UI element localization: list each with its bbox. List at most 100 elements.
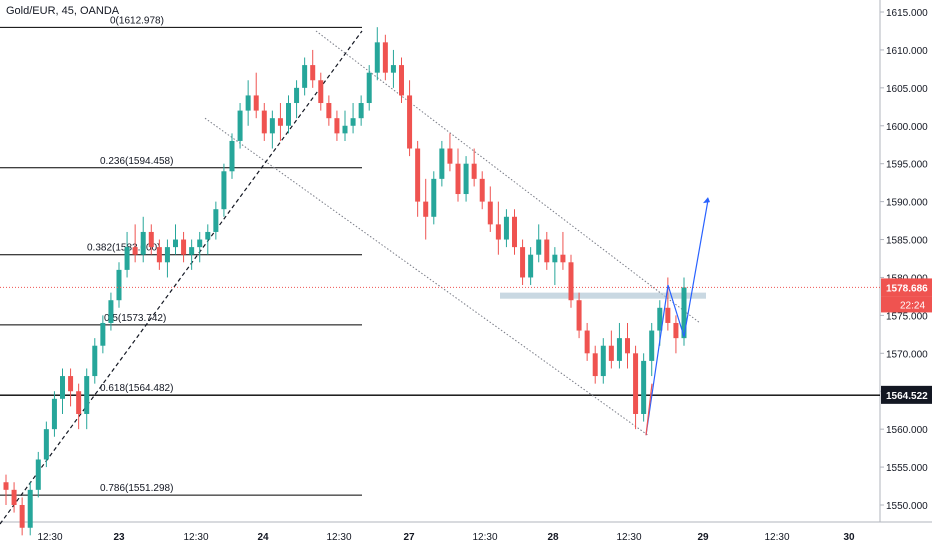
candle-body (592, 353, 598, 377)
candle-body (342, 125, 348, 134)
y-tick-label: 1595.000 (886, 160, 928, 171)
candle-body (181, 239, 187, 255)
y-tick-label: 1560.000 (886, 425, 928, 436)
last-price-label: 1578.686 (886, 283, 928, 294)
candle-body (326, 103, 332, 119)
candle-body (641, 360, 647, 414)
y-tick-label: 1570.000 (886, 349, 928, 360)
candle-body (334, 118, 340, 134)
candle-body (221, 171, 227, 210)
candle-body (51, 398, 57, 430)
candle-body (350, 118, 356, 126)
candle-body (68, 376, 74, 392)
candle-body (124, 247, 130, 270)
candle-body (302, 65, 308, 88)
countdown-label-bg (881, 296, 932, 313)
candle-body (471, 163, 477, 179)
candle-body (439, 148, 445, 179)
candle-body (245, 95, 251, 111)
y-tick-label: 1600.000 (886, 122, 928, 133)
projection-path (645, 199, 709, 436)
candle-body (407, 95, 413, 149)
y-tick-label: 1550.000 (886, 501, 928, 512)
candle-body (92, 345, 98, 377)
y-tick-label: 1615.000 (886, 8, 928, 19)
candle-body (43, 429, 49, 460)
candle-body (584, 330, 590, 354)
fib-level-label: 0.382(1583.000) (87, 243, 160, 254)
chart-title: Gold/EUR, 45, OANDA (6, 5, 120, 17)
candle-body (649, 330, 655, 361)
candle-body (318, 80, 324, 104)
candle-body (503, 216, 509, 240)
countdown-label: 22:24 (900, 300, 925, 311)
candle-body (261, 110, 267, 134)
candle-body (19, 505, 25, 528)
candle-body (600, 345, 606, 377)
fib-level-label: 0(1612.978) (110, 15, 164, 26)
candle-body (374, 42, 380, 73)
candle-body (108, 300, 114, 323)
candle-body (520, 247, 526, 278)
candle-body (366, 72, 372, 104)
candle-body (415, 148, 421, 202)
candle-body (173, 239, 178, 248)
y-tick-label: 1555.000 (886, 463, 928, 474)
candle-body (84, 376, 90, 414)
x-tick-label: 29 (697, 532, 709, 543)
candle-body (576, 300, 582, 331)
fib-level-label: 0.5(1573.742) (104, 313, 166, 324)
support-zone (500, 292, 706, 299)
candle-body (382, 42, 388, 73)
candle-body (536, 239, 542, 255)
candle-body (673, 322, 679, 339)
candle-body (681, 287, 687, 339)
projection-arrow-head (703, 197, 710, 204)
candle-body (625, 338, 630, 354)
candle-body (164, 247, 170, 263)
y-tick-label: 1585.000 (886, 236, 928, 247)
channel-lower-line (204, 117, 649, 436)
x-tick-label: 12:30 (764, 532, 789, 543)
candle-body (568, 262, 574, 301)
candle-body (286, 103, 291, 126)
fib-level-label: 0.786(1551.298) (100, 483, 173, 494)
x-tick-label: 12:30 (616, 532, 641, 543)
candle-body (665, 307, 671, 323)
price-axis[interactable] (880, 0, 932, 550)
candle-body (358, 103, 364, 119)
x-tick-label: 27 (403, 532, 415, 543)
candle-body (277, 118, 283, 126)
candle-body (27, 489, 33, 528)
x-tick-label: 24 (257, 532, 269, 543)
candle-body (156, 247, 162, 263)
level-price-label: 1564.522 (886, 391, 928, 402)
candle-body (463, 163, 469, 195)
y-tick-label: 1575.000 (886, 311, 928, 322)
candle-body (60, 376, 65, 399)
candle-body (205, 231, 211, 240)
candle-body (35, 459, 41, 490)
x-tick-label: 12:30 (37, 532, 62, 543)
candle-body (423, 201, 429, 217)
candle-body (552, 254, 558, 263)
x-tick-label: 23 (113, 532, 125, 543)
candle-body (560, 254, 566, 263)
y-tick-label: 1590.000 (886, 198, 928, 209)
fib-level-label: 0.236(1594.458) (100, 156, 173, 167)
projection-start-segment (645, 383, 653, 436)
x-tick-label: 30 (843, 532, 855, 543)
candle-body (310, 65, 316, 81)
channel-upper-line (315, 30, 701, 324)
candle-body (528, 254, 534, 278)
candle-body (447, 148, 453, 164)
candle-body (11, 489, 17, 505)
candle-body (3, 482, 9, 490)
candle-body (229, 140, 235, 172)
candle-body (148, 231, 154, 248)
x-tick-label: 28 (547, 532, 559, 543)
candle-body (253, 95, 259, 111)
candle-body (487, 201, 493, 225)
